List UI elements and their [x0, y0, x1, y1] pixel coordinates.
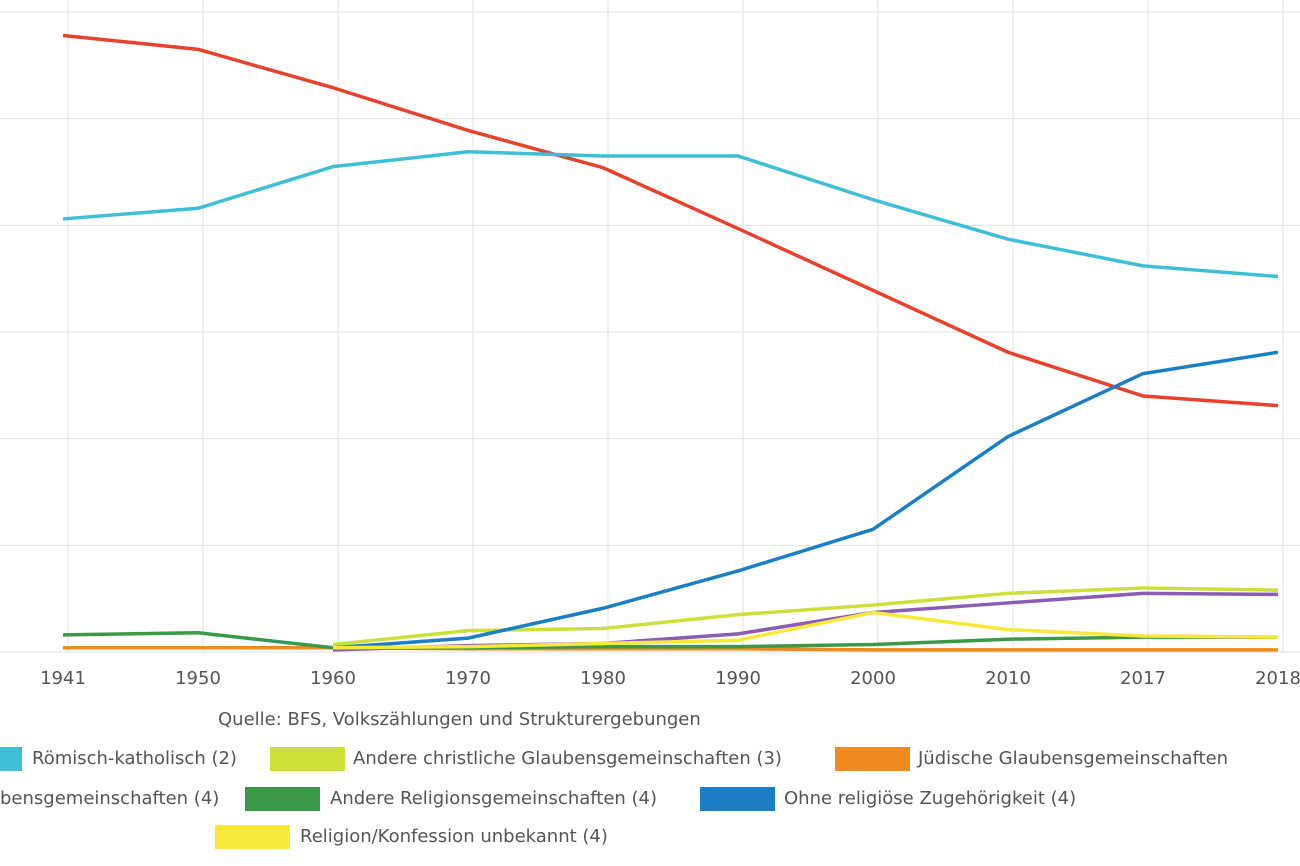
series-line: [332, 591, 1279, 652]
x-tick-label: 1950: [175, 668, 221, 689]
legend-swatch: [835, 747, 910, 771]
legend-swatch: [700, 787, 775, 811]
series-line: [332, 610, 1279, 650]
series-line: [62, 149, 1279, 279]
legend-label: bensgemeinschaften (4): [0, 788, 219, 809]
x-tick-label: 2017: [1120, 668, 1166, 689]
series-line: [332, 586, 1279, 647]
legend-swatch: [270, 747, 345, 771]
series-line: [332, 350, 1279, 650]
source-note: Quelle: BFS, Volkszählungen und Struktur…: [218, 709, 701, 730]
x-tick-label: 2010: [985, 668, 1031, 689]
x-tick-label: 1980: [580, 668, 626, 689]
x-tick-label: 1960: [310, 668, 356, 689]
legend-label: Andere Religionsgemeinschaften (4): [330, 788, 657, 809]
legend-label: Römisch-katholisch (2): [32, 748, 237, 769]
x-tick-label: 1941: [40, 668, 86, 689]
x-tick-label: 2000: [850, 668, 896, 689]
x-tick-label: 1970: [445, 668, 491, 689]
legend-label: Ohne religiöse Zugehörigkeit (4): [784, 788, 1076, 809]
legend-swatch: [0, 747, 22, 771]
legend-swatch: [245, 787, 320, 811]
legend-label: Jüdische Glaubensgemeinschaften: [917, 748, 1228, 769]
series-line: [62, 33, 1279, 408]
series-line: [62, 631, 1278, 650]
legend-swatch: [215, 825, 290, 849]
legend-label: Religion/Konfession unbekannt (4): [300, 826, 608, 847]
series-line: [63, 645, 1278, 652]
x-tick-label: 1990: [715, 668, 761, 689]
x-tick-label: 2018: [1255, 668, 1300, 689]
legend-label: Andere christliche Glaubensgemeinschafte…: [353, 748, 782, 769]
